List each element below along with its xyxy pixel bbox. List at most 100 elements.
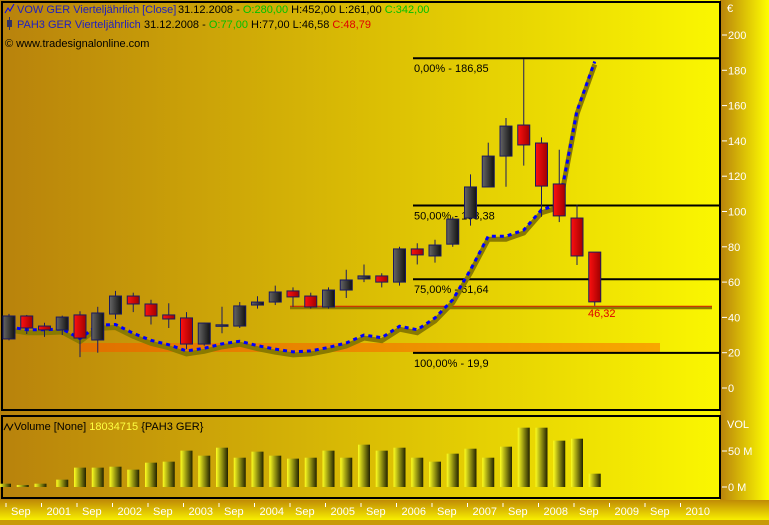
- candle-body-up: [55, 316, 69, 331]
- time-tick-label: 2002: [118, 506, 142, 518]
- price-tick-label: 60: [728, 277, 740, 289]
- candle: [410, 243, 424, 265]
- candle-body-up: [109, 295, 122, 315]
- candle-body-down: [73, 314, 87, 339]
- candle: [481, 142, 495, 188]
- volume-bar: [535, 427, 548, 487]
- support-line[interactable]: 46,32: [290, 305, 712, 320]
- candle: [162, 303, 176, 328]
- candle-body-up: [2, 315, 16, 340]
- volume-tick-label: 50 M: [728, 446, 752, 458]
- volume-bar: [216, 447, 228, 487]
- candle: [251, 296, 264, 309]
- price-axis-unit: €: [727, 3, 733, 15]
- x-axis-background: [0, 500, 769, 520]
- fib-label: 0,00% - 186,85: [414, 63, 489, 75]
- volume-bar: [517, 427, 530, 487]
- volume-bar: [145, 462, 157, 487]
- volume-bar: [269, 455, 282, 487]
- candle-body-down: [162, 314, 176, 320]
- candle-body-up: [464, 186, 477, 219]
- time-tick-label: 2005: [331, 506, 355, 518]
- candle-body-down: [180, 317, 193, 345]
- candle: [552, 149, 566, 223]
- candle: [286, 287, 300, 307]
- volume-bar: [358, 444, 370, 487]
- time-tick-label: Sep: [579, 506, 599, 518]
- candle: [268, 285, 282, 306]
- candle-body-up: [481, 155, 495, 188]
- legend-main-symbol: VOW GER Vierteljährlich [Close]: [17, 4, 176, 16]
- candle-body-up: [197, 322, 211, 345]
- candle: [20, 314, 34, 334]
- time-tick-label: 2007: [473, 506, 497, 518]
- volume-legend[interactable]: Volume [None] 18034715 {PAH3 GER}: [3, 421, 204, 433]
- candle: [357, 264, 371, 283]
- volume-panel[interactable]: [1, 415, 721, 499]
- volume-bar: [411, 457, 424, 487]
- candle: [233, 302, 247, 328]
- candle-body-up: [393, 248, 406, 283]
- volume-bar: [74, 467, 86, 487]
- volume-axis[interactable]: 50 M 0 M: [722, 446, 752, 494]
- candle: [304, 292, 318, 309]
- volume-legend-text: Volume [None] 18034715 {PAH3 GER}: [14, 421, 204, 433]
- time-tick-label: 2009: [615, 506, 639, 518]
- candle: [197, 322, 211, 346]
- volume-bar: [180, 450, 193, 487]
- candle-body-down: [304, 295, 318, 308]
- candle-body-down: [570, 217, 584, 257]
- line-series-icon: [4, 3, 15, 14]
- volume-bar: [553, 440, 566, 487]
- candle: [215, 306, 229, 334]
- legend-second[interactable]: PAH3 GER Vierteljährlich 31.12.2008 - O:…: [7, 17, 371, 31]
- time-tick-label: 2006: [402, 506, 426, 518]
- volume-bar: [127, 469, 140, 487]
- candle: [73, 311, 87, 358]
- volume-bar: [251, 451, 264, 487]
- orange-band-rect: [80, 343, 660, 352]
- candles: [2, 59, 602, 358]
- volume-bar: [91, 467, 104, 487]
- candle: [499, 117, 513, 187]
- fib-label: 100,00% - 19,9: [414, 358, 489, 370]
- candle: [144, 299, 158, 325]
- legend-main[interactable]: VOW GER Vierteljährlich [Close] 31.12.20…: [4, 3, 429, 16]
- volume-bar: [162, 461, 175, 487]
- volume-bar: [233, 457, 246, 487]
- candle-body-up: [322, 289, 335, 308]
- price-tick-label: 20: [728, 348, 740, 360]
- orange-band: [80, 343, 660, 352]
- time-axis[interactable]: Sep 2001 Sep 2002 Sep 2003 Sep 2004 Sep 2005 Sep 20…: [5, 503, 710, 518]
- line-shadow: [8, 63, 598, 358]
- price-tick-label: 140: [728, 136, 746, 148]
- volume-bar: [464, 448, 477, 487]
- volume-icon: [3, 422, 14, 432]
- price-tick-label: 180: [728, 65, 746, 77]
- price-tick-label: 120: [728, 171, 746, 183]
- candle: [535, 137, 548, 217]
- time-tick-label: 2001: [47, 506, 71, 518]
- price-tick-label: 200: [728, 30, 746, 42]
- time-tick-label: 2003: [189, 506, 213, 518]
- support-label: 46,32: [588, 308, 616, 320]
- candle-body-down: [588, 251, 602, 303]
- volume-bar: [571, 438, 583, 487]
- candle: [375, 273, 389, 288]
- candle-body-up: [339, 279, 353, 291]
- candle: [38, 322, 51, 337]
- candle-body-up: [428, 244, 442, 257]
- volume-bar: [500, 446, 512, 487]
- candle-body-down: [375, 275, 389, 283]
- time-tick-label: Sep: [508, 506, 528, 518]
- price-tick-label: 100: [728, 207, 746, 219]
- time-tick-label: Sep: [224, 506, 244, 518]
- volume-bars: [0, 427, 601, 487]
- candle-body-down: [38, 325, 51, 331]
- price-tick-label: 80: [728, 242, 740, 254]
- volume-axis-unit: VOL: [727, 419, 749, 431]
- volume-bar: [56, 479, 69, 487]
- candle-body-up: [91, 312, 105, 341]
- time-tick-label: Sep: [11, 506, 31, 518]
